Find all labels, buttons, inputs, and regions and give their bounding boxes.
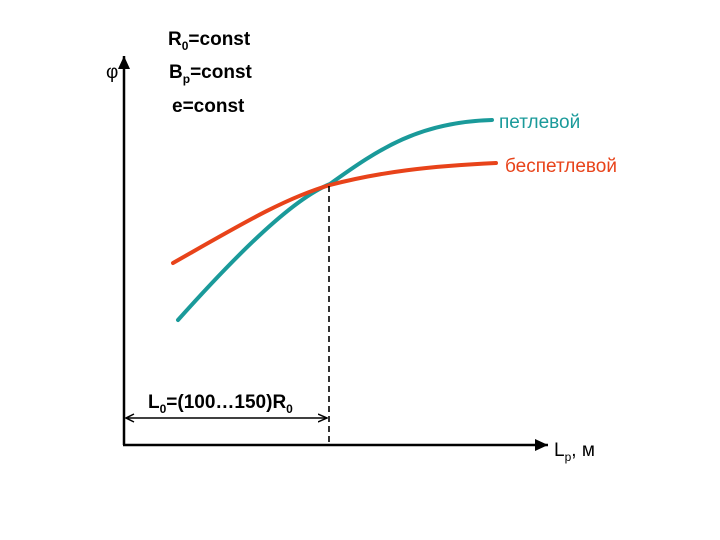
range-label: L0=(100…150)R0 xyxy=(148,392,293,416)
loopless-curve-label: беспетлевой xyxy=(505,156,617,177)
condition-bp: Bp=const xyxy=(169,62,253,86)
x-axis-label-sub: p xyxy=(565,450,572,464)
y-axis-label: φ xyxy=(106,62,118,83)
loop-curve xyxy=(176,118,494,322)
condition-r0: R0=const xyxy=(168,29,251,53)
x-axis-label-main: L xyxy=(554,440,565,461)
x-axis-label: Lp, м xyxy=(554,440,595,464)
loop-curve-label: петлевой xyxy=(499,112,580,133)
x-axis-label-unit: , м xyxy=(571,440,595,461)
condition-e: e=const xyxy=(172,96,245,117)
loopless-curve xyxy=(171,161,498,265)
